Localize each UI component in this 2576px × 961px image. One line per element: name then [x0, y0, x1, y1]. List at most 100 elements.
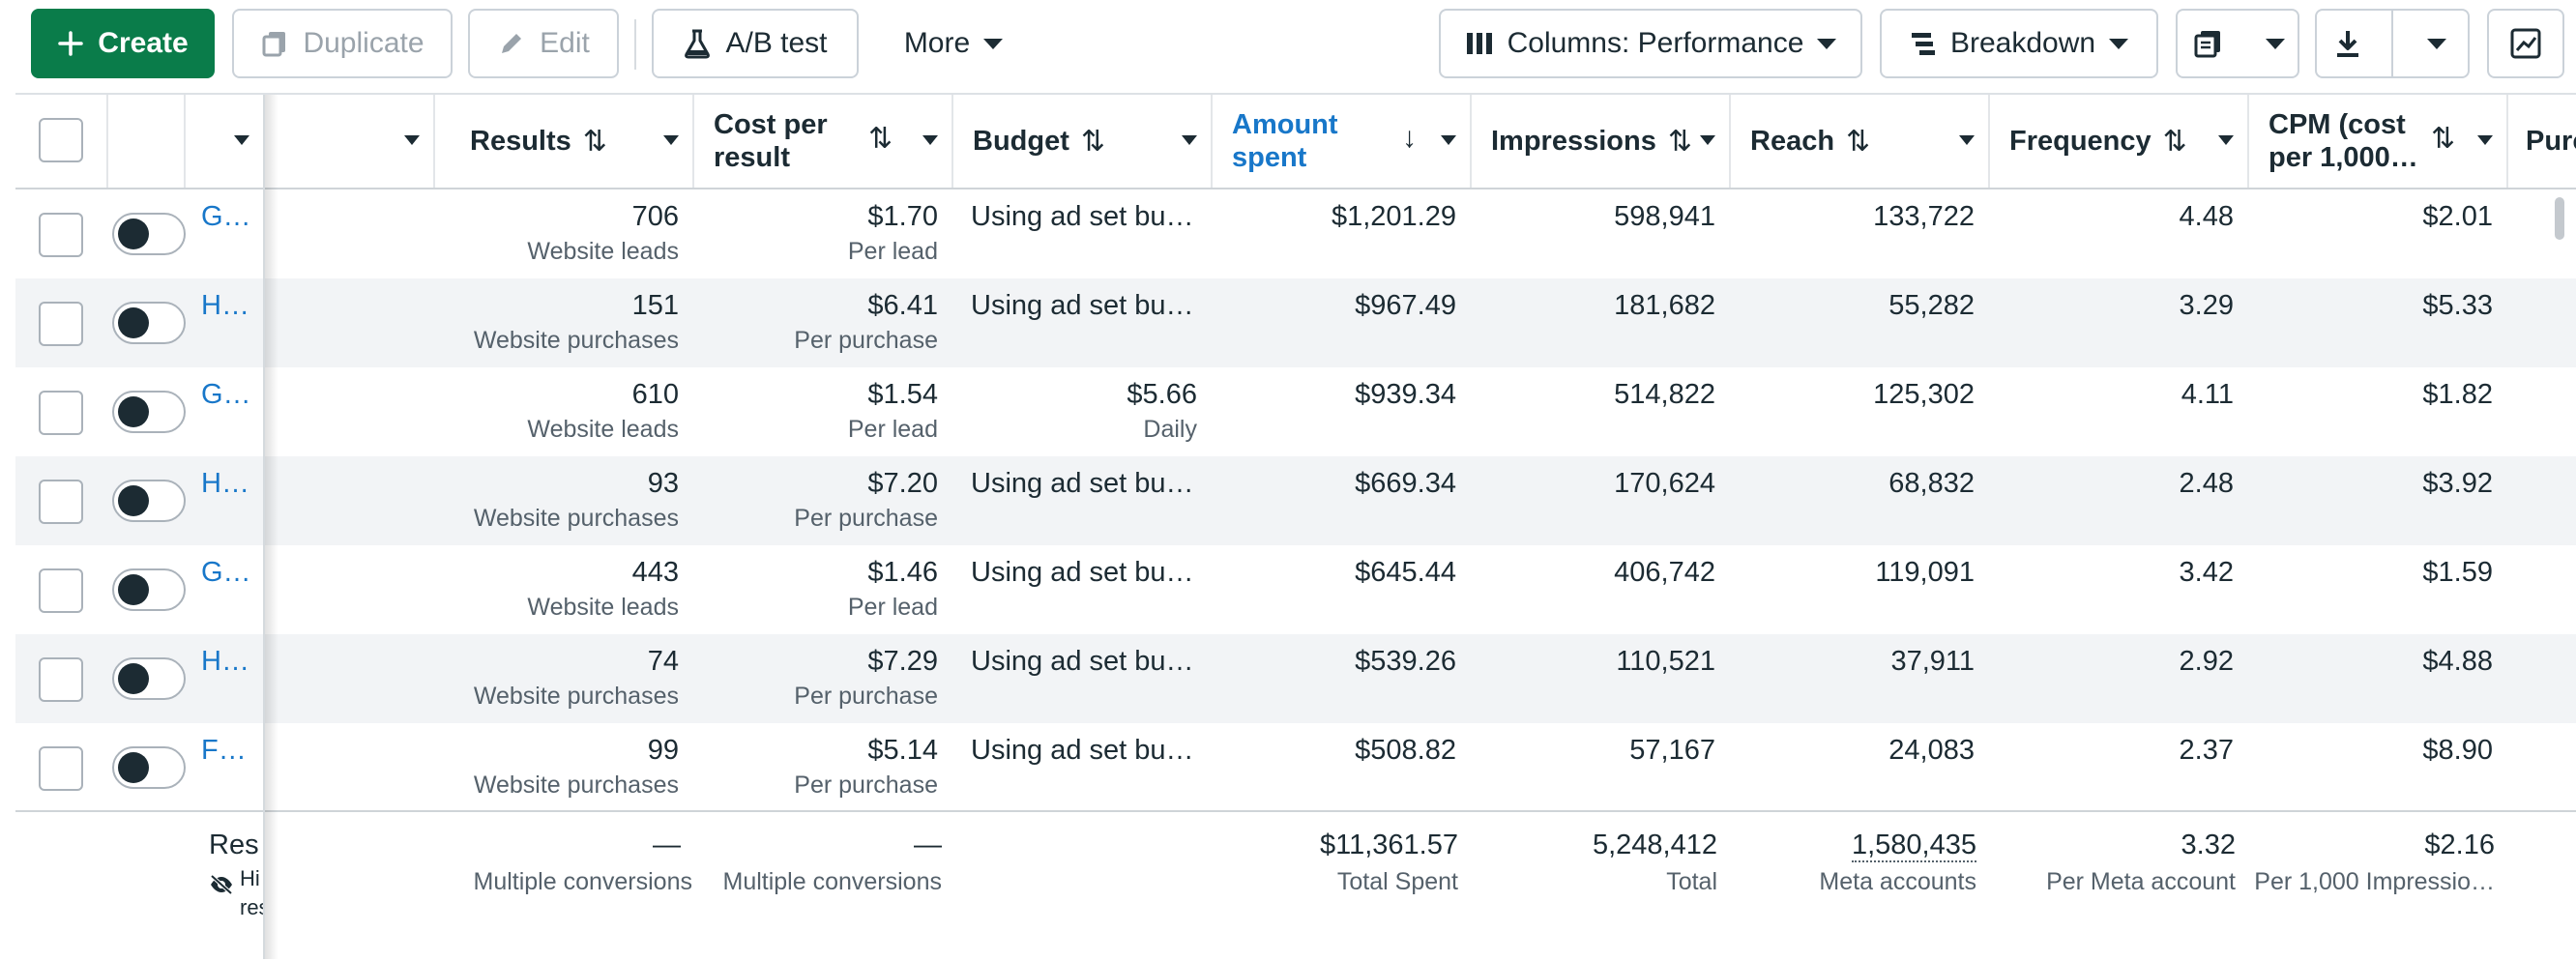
- cell-impressions: 406,742: [1472, 545, 1731, 634]
- header-line-1: Amount: [1232, 109, 1338, 140]
- cell-budget: Using ad set bu…: [953, 189, 1213, 278]
- vertical-scrollbar[interactable]: [2555, 197, 2564, 240]
- charts-button[interactable]: [2487, 9, 2564, 78]
- results-value: 99: [647, 735, 679, 766]
- sort-icon[interactable]: ⇅: [1080, 125, 1106, 158]
- campaign-name-link[interactable]: G…: [201, 201, 251, 232]
- row-checkbox[interactable]: [39, 746, 83, 791]
- row-toggle[interactable]: [112, 213, 186, 255]
- header-impressions[interactable]: Impressions ⇅: [1472, 95, 1731, 188]
- breakdown-dropdown[interactable]: Breakdown: [1880, 9, 2158, 78]
- row-checkbox[interactable]: [39, 302, 83, 346]
- row-toggle[interactable]: [112, 391, 186, 433]
- row-toggle[interactable]: [112, 480, 186, 522]
- cpr-subtext: Per lead: [847, 594, 938, 621]
- campaign-name-link[interactable]: H…: [201, 646, 249, 677]
- row-checkbox[interactable]: [39, 213, 83, 257]
- table-row[interactable]: H… 93 Website purchases $7.20 Per purchase Us…: [15, 456, 2576, 545]
- table-row[interactable]: H… 151 Website purchases $6.41 Per purchase U…: [15, 278, 2576, 367]
- create-button[interactable]: Create: [31, 9, 215, 78]
- chevron-down-icon[interactable]: [2218, 135, 2234, 145]
- ab-test-button[interactable]: A/B test: [652, 9, 859, 78]
- results-subtext: Website purchases: [473, 772, 679, 799]
- select-all-checkbox[interactable]: [39, 118, 83, 162]
- cell-results: 443 Website leads: [435, 545, 694, 634]
- duplicate-button[interactable]: Duplicate: [232, 9, 453, 78]
- chevron-down-icon[interactable]: [234, 135, 249, 145]
- results-value: 151: [631, 290, 679, 321]
- row-checkbox[interactable]: [39, 480, 83, 524]
- columns-dropdown[interactable]: Columns: Performance: [1439, 9, 1862, 78]
- sort-icon[interactable]: ⇅: [2162, 125, 2187, 158]
- header-cpm[interactable]: CPM (cost per 1,000… ⇅: [2249, 95, 2508, 188]
- header-budget[interactable]: Budget ⇅: [953, 95, 1213, 188]
- row-checkbox[interactable]: [39, 657, 83, 702]
- totals-row: Res Hi res — Multiple conversions — Mult…: [15, 810, 2576, 961]
- campaign-name-link[interactable]: G…: [201, 379, 251, 410]
- header-frequency[interactable]: Frequency ⇅: [1990, 95, 2249, 188]
- cell-reach: 37,911: [1731, 634, 1990, 723]
- header-name-col[interactable]: [186, 95, 265, 188]
- sort-icon[interactable]: ⇅: [1846, 125, 1871, 158]
- row-toggle[interactable]: [112, 746, 186, 789]
- eye-off-icon[interactable]: [209, 874, 234, 895]
- table-row[interactable]: H… 74 Website purchases $7.29 Per purchase Us…: [15, 634, 2576, 723]
- row-toggle[interactable]: [112, 657, 186, 700]
- header-line-2: per 1,000…: [2269, 142, 2418, 173]
- chevron-down-icon[interactable]: [404, 135, 420, 145]
- cell-budget: Using ad set bu…: [953, 545, 1213, 634]
- row-toggle[interactable]: [112, 302, 186, 344]
- campaign-name-link[interactable]: H…: [201, 290, 249, 321]
- more-button[interactable]: More: [886, 9, 1021, 78]
- row-toggle[interactable]: [112, 568, 186, 611]
- row-checkbox[interactable]: [39, 391, 83, 435]
- chevron-down-icon[interactable]: [1441, 135, 1456, 145]
- export-chevron[interactable]: [2407, 11, 2468, 76]
- row-checkbox[interactable]: [39, 568, 83, 613]
- header-cost-per-result[interactable]: Cost per result ⇅: [694, 95, 953, 188]
- campaign-name-link[interactable]: G…: [201, 557, 251, 588]
- header-purchases[interactable]: Purch: [2508, 95, 2576, 188]
- header-hidden-col[interactable]: [265, 95, 435, 188]
- campaign-name-link[interactable]: F…: [201, 735, 247, 766]
- chevron-down-icon[interactable]: [922, 135, 938, 145]
- edit-button[interactable]: Edit: [468, 9, 619, 78]
- cell-cpr: $1.54 Per lead: [694, 367, 953, 456]
- cell-reach: 68,832: [1731, 456, 1990, 545]
- chevron-down-icon[interactable]: [663, 135, 679, 145]
- table-row[interactable]: G… 610 Website leads $1.54 Per lead $5.66 Dail…: [15, 367, 2576, 456]
- hidden-note-line-1: Hi: [240, 866, 260, 890]
- table-row[interactable]: F… 99 Website purchases $5.14 Per purchase Us…: [15, 723, 2576, 810]
- cell-spent: $645.44: [1213, 545, 1472, 634]
- sort-icon[interactable]: ⇅: [868, 123, 893, 155]
- download-icon[interactable]: [2317, 11, 2378, 76]
- chevron-down-icon[interactable]: [1959, 135, 1975, 145]
- export-button[interactable]: [2315, 9, 2470, 78]
- cell-cpr: $7.29 Per purchase: [694, 634, 953, 723]
- header-reach[interactable]: Reach ⇅: [1731, 95, 1990, 188]
- reports-button[interactable]: [2176, 9, 2299, 78]
- reports-chevron[interactable]: [2253, 11, 2298, 76]
- chevron-down-icon[interactable]: [1182, 135, 1197, 145]
- toolbar-divider: [634, 19, 636, 70]
- table-row[interactable]: G… 706 Website leads $1.70 Per lead Using ad …: [15, 189, 2576, 278]
- table-row[interactable]: G… 443 Website leads $1.46 Per lead Using ad …: [15, 545, 2576, 634]
- header-results[interactable]: Results ⇅: [435, 95, 694, 188]
- total-results: —: [653, 830, 681, 860]
- sort-icon[interactable]: ⇅: [1667, 125, 1692, 158]
- chevron-down-icon[interactable]: [1700, 135, 1715, 145]
- sort-icon[interactable]: ⇅: [582, 125, 607, 158]
- sort-icon[interactable]: ⇅: [2431, 123, 2456, 155]
- sort-desc-icon[interactable]: ↓: [1402, 122, 1417, 154]
- total-reach-value[interactable]: 1,580,435: [1851, 830, 1976, 862]
- campaign-name-link[interactable]: H…: [201, 468, 249, 499]
- cell-cpr: $5.14 Per purchase: [694, 723, 953, 810]
- reports-icon[interactable]: [2178, 11, 2239, 76]
- impressions-value: 514,822: [1614, 379, 1715, 410]
- cell-frequency: 4.11: [1990, 367, 2249, 456]
- total-reach[interactable]: 1,580,435: [1851, 830, 1976, 862]
- cell-cpm: $2.01: [2249, 189, 2508, 278]
- chevron-down-icon[interactable]: [2477, 135, 2493, 145]
- header-amount-spent[interactable]: Amount spent ↓: [1213, 95, 1472, 188]
- total-frequency: 3.32: [2181, 830, 2236, 860]
